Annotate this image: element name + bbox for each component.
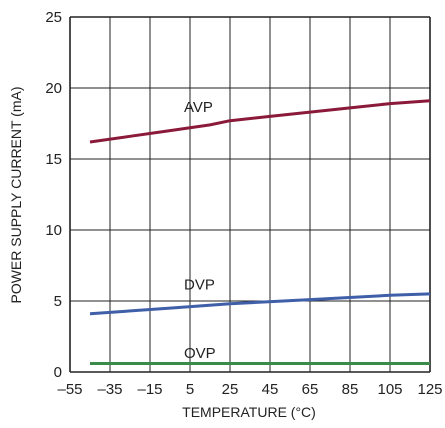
series-label-avp: AVP	[184, 99, 213, 116]
series-line-avp	[89, 99, 431, 144]
x-tick-label: 125	[417, 381, 442, 398]
x-axis-title: TEMPERATURE (°C)	[182, 404, 316, 420]
grid	[69, 16, 431, 373]
series-label-dvp: DVP	[184, 277, 215, 294]
x-tick-label: 85	[342, 381, 359, 398]
x-tick-label: 65	[302, 381, 319, 398]
y-tick-label: 0	[54, 364, 62, 381]
x-tick-label: –55	[57, 381, 82, 398]
x-tick-label: 105	[377, 381, 402, 398]
x-tick-label: 25	[222, 381, 239, 398]
series-line-dvp	[89, 292, 431, 316]
y-tick-labels: 0 5 10 15 20 25	[45, 9, 62, 381]
x-tick-label: –15	[137, 381, 162, 398]
x-tick-labels: –55 –35 –15 5 25 45 65 85 105 125	[57, 381, 442, 398]
series-label-ovp: OVP	[184, 345, 216, 362]
y-tick-label: 20	[45, 80, 62, 97]
series-labels: AVP DVP OVP	[184, 99, 216, 362]
x-tick-label: –35	[97, 381, 122, 398]
x-tick-label: 45	[262, 381, 279, 398]
x-tick-label: 5	[186, 381, 194, 398]
y-tick-label: 10	[45, 222, 62, 239]
y-tick-label: 25	[45, 9, 62, 26]
series-lines	[89, 99, 431, 365]
y-axis-title: POWER SUPPLY CURRENT (mA)	[8, 86, 24, 303]
y-tick-label: 15	[45, 151, 62, 168]
y-tick-label: 5	[54, 293, 62, 310]
